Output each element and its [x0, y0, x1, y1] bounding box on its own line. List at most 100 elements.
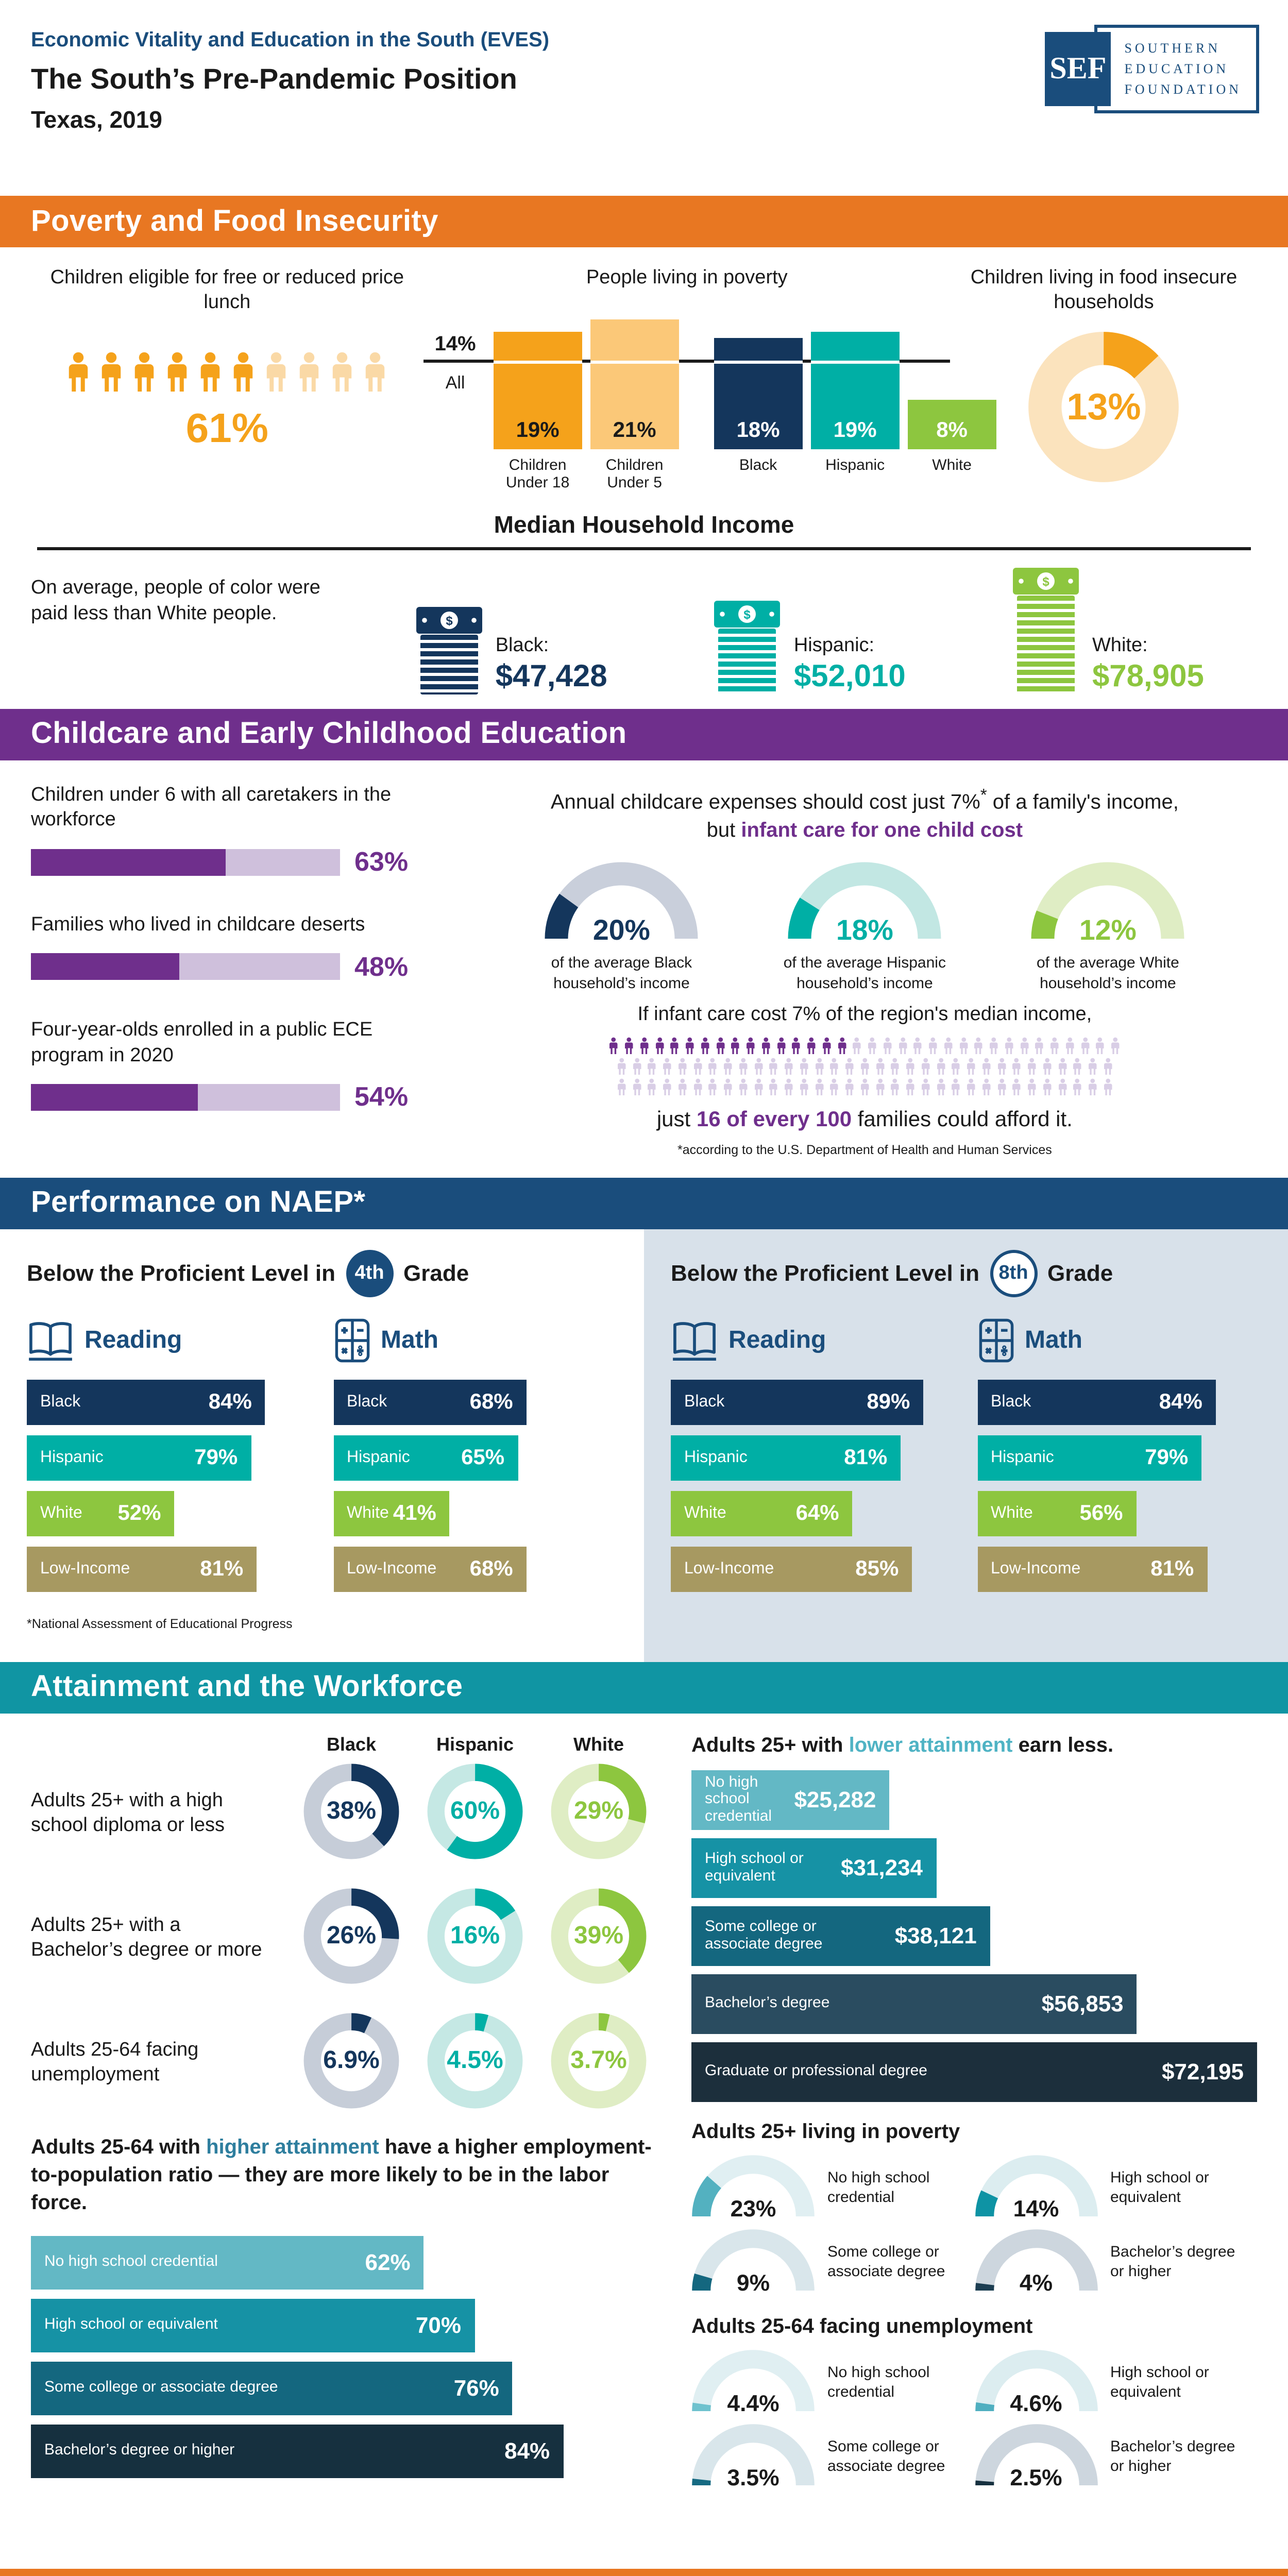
statement-emphasis: infant care for one child cost: [741, 819, 1023, 842]
gauge-value: 9%: [736, 2269, 770, 2296]
bar-label: No high school credential: [44, 2252, 218, 2270]
income-money-stacks: $ Black: $47,428 $ Hispanic: $52,010 $ White: $7…: [362, 567, 1257, 694]
bar: Graduate or professional degree $72,195: [691, 2042, 1257, 2102]
gauge-chart: 3.5%: [691, 2424, 815, 2492]
gauge-value: 4.4%: [727, 2390, 779, 2416]
gauge-cell: 4.6% High school or equivalent: [974, 2349, 1257, 2417]
bar: Hispanic 79%: [27, 1435, 251, 1481]
person-icon: [701, 1038, 709, 1055]
grade4-title: Below the Proficient Level in 4th Grade: [27, 1249, 617, 1297]
bar-label: Hispanic: [825, 456, 885, 474]
gauge-caption: of the average Black household’s income: [551, 954, 692, 992]
grade8-title: Below the Proficient Level in 8th Grade: [671, 1249, 1261, 1297]
attainment-right-column: Adults 25+ with lower attainment earn le…: [691, 1734, 1257, 2548]
bar-label: Hispanic: [40, 1448, 104, 1466]
person-icon: [982, 1058, 991, 1075]
attainment-left-column: Black Hispanic White Adults 25+ with a high…: [31, 1734, 665, 2548]
income-race-label: White:: [1092, 634, 1148, 656]
reading-heading: Reading: [671, 1316, 955, 1365]
childcare-stat-label: Families who lived in childcare deserts: [31, 914, 365, 936]
income-amount: $52,010: [793, 659, 906, 693]
bar-value: 84%: [208, 1389, 252, 1414]
money-stack: $ White: $78,905: [1012, 567, 1204, 694]
money-stack: $ Hispanic: $52,010: [714, 600, 906, 694]
gauge-value: 14%: [1013, 2195, 1059, 2222]
poverty-gauges-title: Adults 25+ living in poverty: [691, 2120, 960, 2143]
donut-chart: 13%: [1026, 329, 1181, 484]
statement-text: of a family's income,: [987, 790, 1179, 814]
bar-label: High school or equivalent: [705, 1849, 804, 1885]
person-icon: [747, 1038, 755, 1055]
bar: Low-Income 81%: [977, 1546, 1208, 1592]
person-icon: [731, 1038, 740, 1055]
gauge-chart: 4.6%: [974, 2349, 1098, 2417]
gauge-caption: of the average White household’s income: [1036, 954, 1179, 992]
person-icon: [937, 1079, 945, 1096]
page-subtitle: Texas, 2019: [31, 106, 162, 133]
lunch-percent: 61%: [185, 405, 268, 451]
donut-value: 29%: [573, 1797, 624, 1825]
logo-line: EDUCATION: [1124, 61, 1229, 77]
bar-label: Low-Income: [684, 1560, 774, 1578]
person-icon: [234, 351, 253, 391]
reading-label: Reading: [728, 1326, 826, 1354]
result-text: families could afford it.: [852, 1108, 1073, 1132]
person-icon: [754, 1079, 762, 1096]
statement-text: have a higher employment-to-population r…: [31, 2136, 652, 2214]
income-amount: $78,905: [1092, 659, 1204, 693]
person-icon: [997, 1079, 1006, 1096]
pictogram-row: [615, 1058, 1115, 1075]
person-icon: [1043, 1058, 1052, 1075]
gauge-value: 3.5%: [727, 2464, 779, 2490]
bar-value: 41%: [393, 1501, 436, 1525]
person-icon: [670, 1038, 679, 1055]
person-icon: [769, 1079, 778, 1096]
donut-chart: 4.5%: [423, 2009, 527, 2112]
bar-group: 8% White: [907, 399, 996, 501]
reading-heading: Reading: [27, 1316, 311, 1365]
gauge-value: 2.5%: [1010, 2464, 1062, 2490]
progress-value: 54%: [354, 1081, 409, 1112]
donut-chart: 16%: [423, 1885, 527, 1988]
person-icon: [663, 1058, 671, 1075]
poverty-chart-block: People living in poverty 14% All 19% Childr…: [423, 266, 996, 501]
person-icon: [625, 1038, 633, 1055]
bar-value: $25,282: [794, 1786, 876, 1812]
person-icon: [1012, 1079, 1021, 1096]
row-label: Adults 25+ with a high school diploma or…: [31, 1789, 225, 1837]
person-icon: [807, 1038, 816, 1055]
donut-chart: 6.9%: [300, 2009, 403, 2112]
bar-value: 68%: [469, 1389, 513, 1414]
gauge-value: 20%: [592, 913, 650, 946]
person-icon: [1028, 1058, 1036, 1075]
food-insecure-donut: 13%: [951, 329, 1257, 484]
person-icon: [792, 1038, 801, 1055]
families-pictogram: [472, 1037, 1257, 1096]
lunch-title: Children eligible for free or reduced pr…: [50, 267, 404, 313]
grade8-reading-column: Reading Black 89% Hispanic 81% White 64% Low-I…: [671, 1316, 955, 1602]
bar-value: 18%: [736, 418, 780, 442]
math-heading: Math: [333, 1316, 617, 1365]
bar-value: 62%: [365, 2249, 411, 2275]
row-label: Adults 25+ with a Bachelor’s degree or m…: [31, 1914, 262, 1961]
progress-bar: [31, 1083, 340, 1111]
money-stack-bills: [718, 628, 776, 694]
bar-label: White: [932, 456, 972, 474]
person-icon: [708, 1058, 717, 1075]
person-icon: [800, 1058, 808, 1075]
math-label: Math: [381, 1326, 438, 1354]
person-icon: [1065, 1038, 1074, 1055]
bar-label: White: [684, 1504, 726, 1522]
statement-text: Adults 25-64 with: [31, 2136, 207, 2159]
person-icon: [617, 1079, 626, 1096]
person-icon: [906, 1079, 914, 1096]
person-icon: [678, 1058, 687, 1075]
person-icon: [333, 351, 352, 391]
person-icon: [617, 1058, 626, 1075]
gauge-caption: High school or equivalent: [1110, 2169, 1209, 2206]
money-stack-bills: [1016, 595, 1075, 694]
result-emphasis: 16 of every 100: [696, 1108, 852, 1132]
section-header-discipline: 2017-2018 School Discipline: [0, 2568, 1288, 2576]
person-icon: [830, 1058, 839, 1075]
person-icon: [201, 351, 221, 391]
